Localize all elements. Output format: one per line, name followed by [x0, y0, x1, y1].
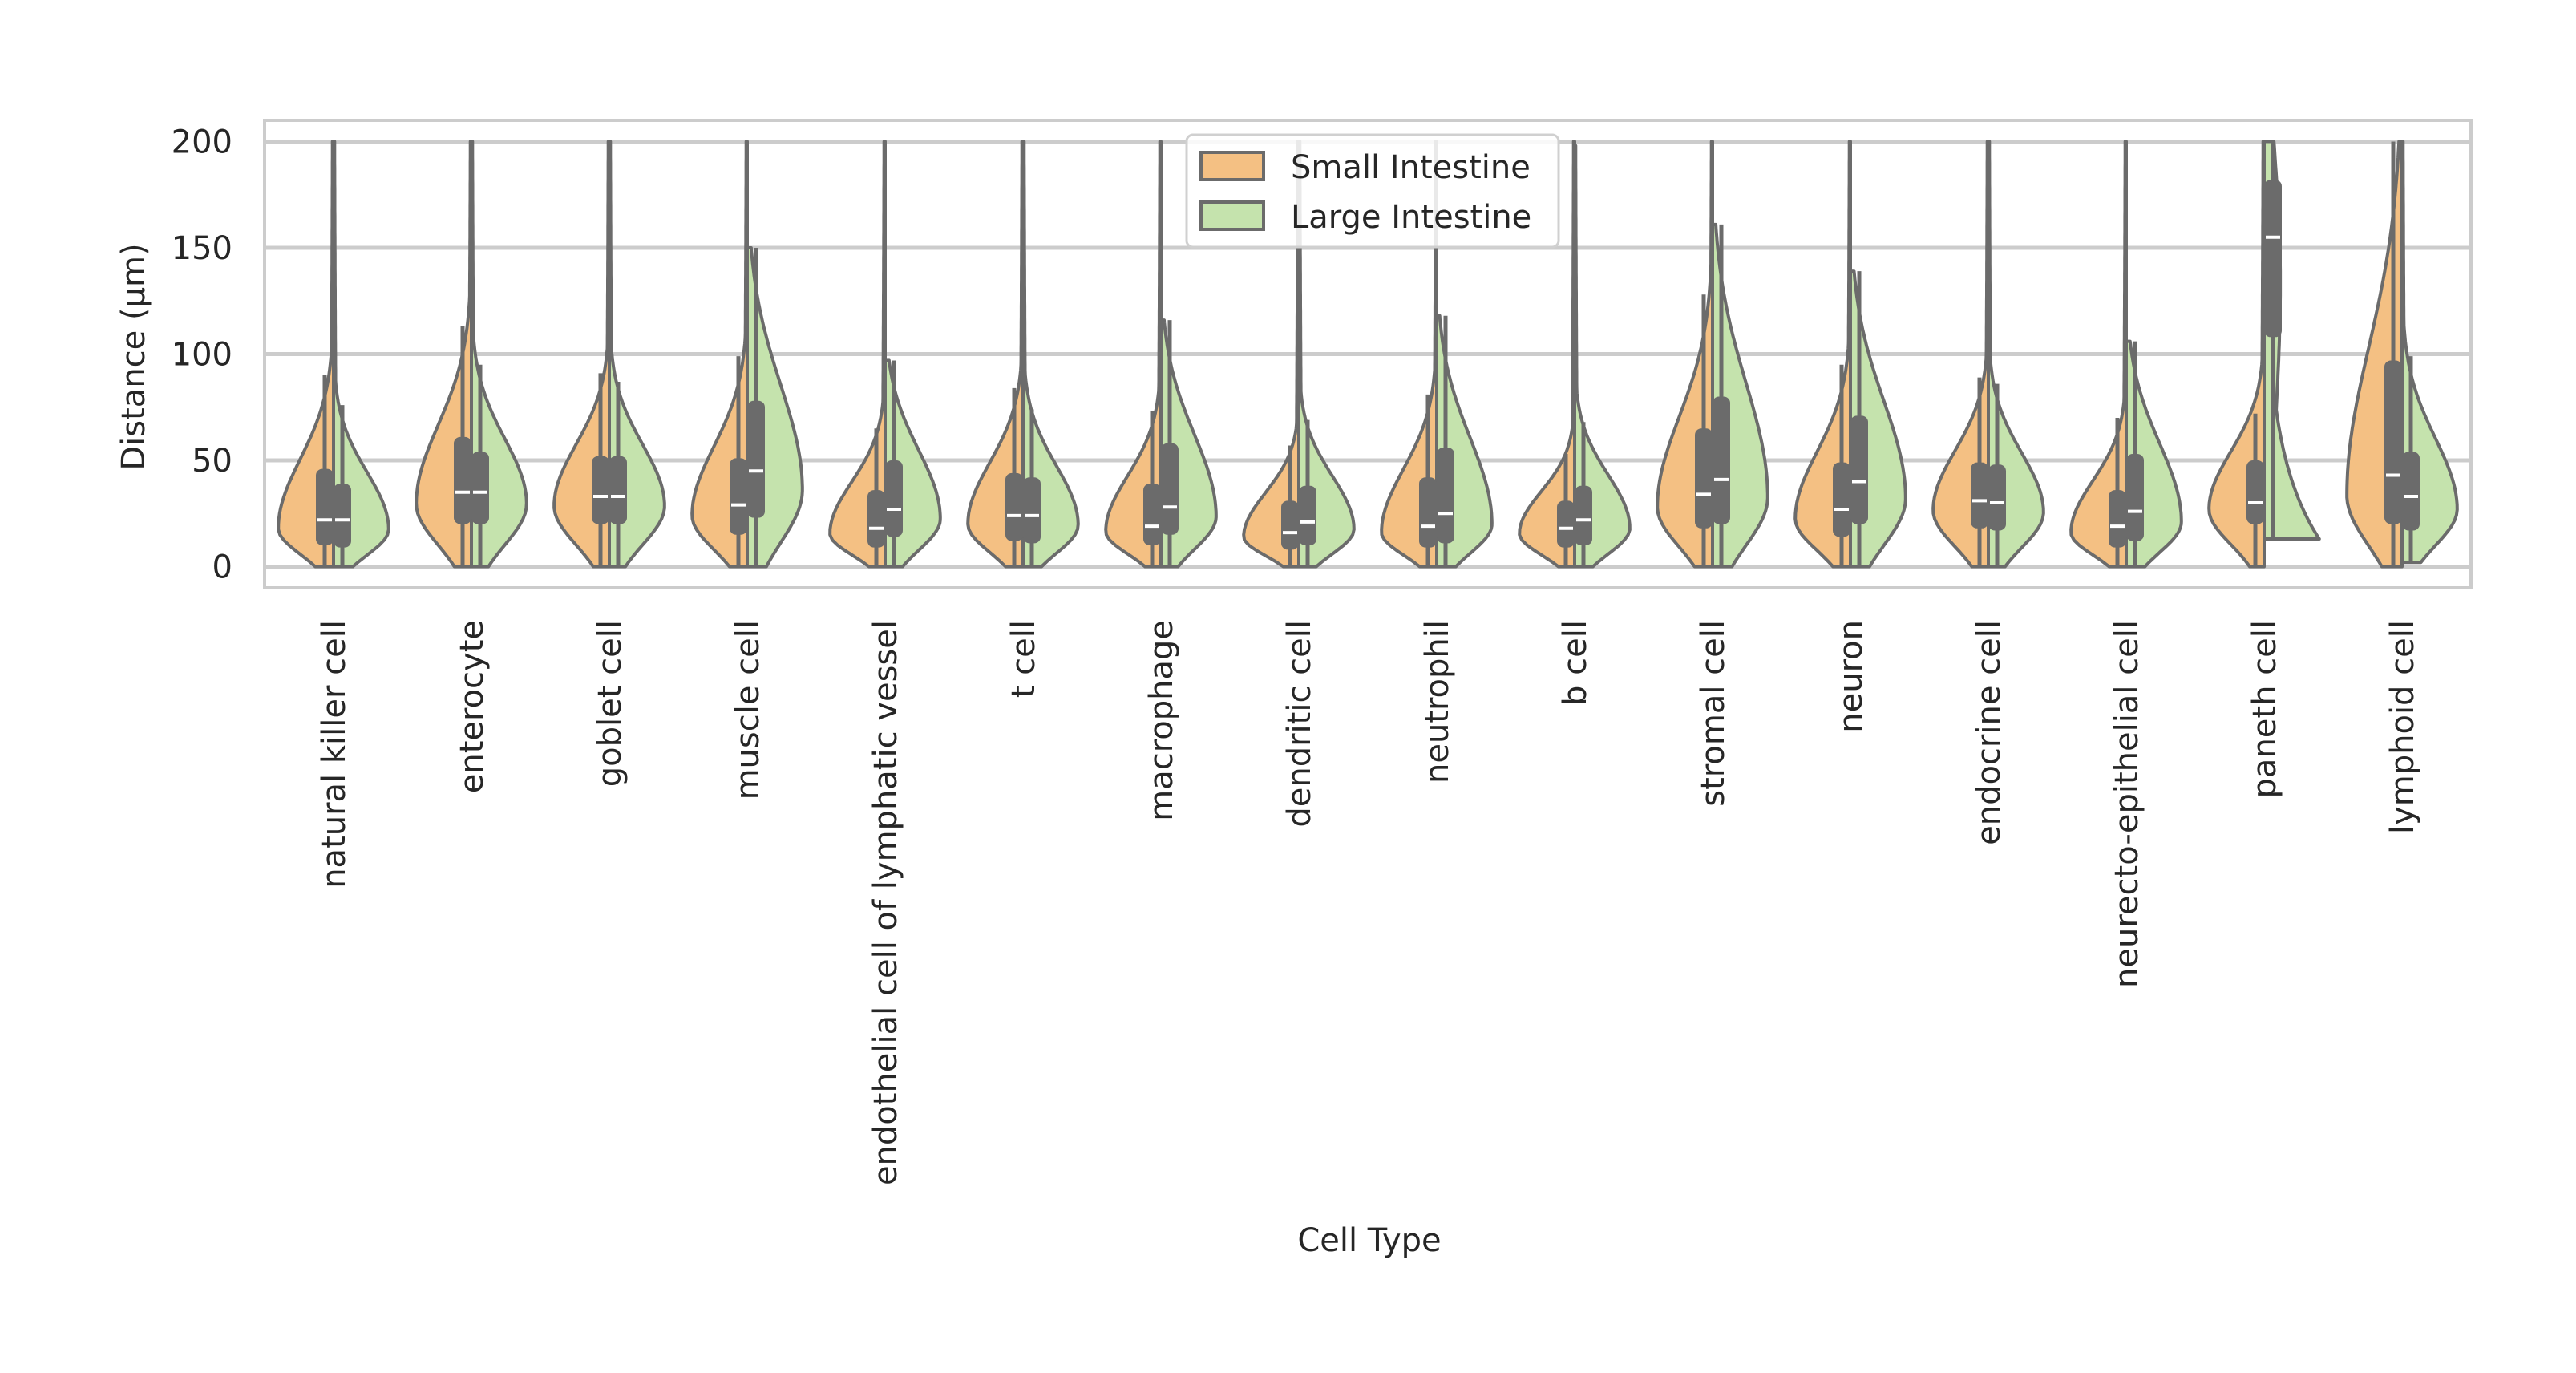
quartile-box — [1005, 472, 1023, 541]
violin-large-intestine — [1987, 140, 2045, 569]
quartile-box — [1437, 448, 1454, 544]
quartile-box — [454, 436, 471, 524]
legend-label-small-intestine: Small Intestine — [1291, 149, 1531, 186]
inner-boxes — [316, 141, 2420, 567]
x-tick-label: b cell — [1557, 620, 1594, 706]
violin-small-intestine — [828, 140, 887, 569]
violin-small-intestine — [2069, 140, 2128, 569]
quartile-box — [471, 452, 489, 524]
x-axis-title: Cell Type — [1297, 1222, 1441, 1259]
quartile-box — [1833, 462, 1850, 537]
x-tick-label: endocrine cell — [1971, 620, 2008, 845]
y-tick-label: 0 — [212, 549, 233, 586]
legend-frame — [1185, 133, 1560, 249]
legend-label-large-intestine: Large Intestine — [1291, 199, 1531, 236]
x-tick-label: endothelial cell of lymphatic vessel — [867, 620, 904, 1185]
x-tick-label: neuron — [1833, 620, 1870, 733]
quartile-box — [1713, 396, 1730, 524]
quartile-box — [1419, 477, 1437, 548]
quartile-box — [592, 456, 609, 524]
y-tick-label: 50 — [192, 443, 233, 480]
x-tick-label: enterocyte — [454, 620, 491, 793]
x-tick-label: paneth cell — [2246, 620, 2283, 798]
violin-small-intestine — [1104, 140, 1163, 569]
x-tick-label: stromal cell — [1695, 620, 1732, 807]
x-tick-label: neutrophil — [1419, 620, 1456, 784]
quartile-box — [1695, 428, 1713, 529]
quartile-box — [2384, 360, 2402, 524]
quartile-box — [316, 468, 334, 545]
y-tick-labels: 0 50 100 150 200 — [172, 124, 233, 586]
quartile-box — [609, 456, 627, 524]
quartile-box — [1850, 415, 1868, 524]
x-tick-labels: natural killer cell enterocyte goblet cell… — [316, 620, 2421, 1185]
quartile-box — [1143, 484, 1161, 545]
y-axis-title: Distance (µm) — [115, 243, 152, 470]
violin-large-intestine — [1573, 144, 1632, 569]
quartile-box — [1161, 443, 1179, 535]
plot-frame — [263, 119, 2473, 589]
quartile-box — [885, 460, 903, 537]
quartile-box — [2246, 460, 2264, 524]
x-tick-label: muscle cell — [730, 620, 766, 800]
x-tick-label: dendritic cell — [1281, 620, 1318, 828]
x-tick-label: t cell — [1005, 620, 1042, 698]
legend-swatch-large-intestine — [1199, 200, 1265, 231]
quartile-box — [1988, 464, 2006, 531]
violin-small-intestine — [1793, 140, 1852, 569]
quartile-box — [1575, 485, 1592, 545]
legend: Small Intestine Large Intestine — [1185, 133, 1560, 249]
y-tick-label: 200 — [172, 124, 233, 161]
quartile-box — [1971, 462, 1988, 529]
x-tick-label: natural killer cell — [316, 620, 353, 889]
quartile-box — [2126, 454, 2144, 541]
quartile-box — [334, 484, 351, 548]
quartile-box — [2109, 490, 2126, 548]
x-tick-label: goblet cell — [592, 620, 629, 787]
quartile-box — [730, 458, 747, 535]
x-tick-label: macrophage — [1143, 620, 1180, 821]
y-tick-label: 100 — [172, 337, 233, 374]
quartile-box — [1023, 477, 1041, 544]
x-tick-label: lymphoid cell — [2384, 620, 2421, 834]
quartile-box — [1299, 485, 1316, 545]
quartile-box — [2264, 180, 2282, 338]
legend-swatch-small-intestine — [1199, 151, 1265, 181]
y-tick-label: 150 — [172, 230, 233, 267]
violin-large-intestine — [1021, 140, 1080, 569]
quartile-box — [747, 400, 765, 518]
quartile-box — [867, 490, 885, 548]
quartile-box — [1281, 500, 1299, 550]
quartile-box — [1557, 500, 1575, 548]
violin-large-intestine — [332, 140, 390, 569]
x-tick-label: neurecto-epithelial cell — [2109, 620, 2145, 988]
plot-frame-border — [263, 119, 2473, 589]
quartile-box — [2402, 452, 2420, 531]
